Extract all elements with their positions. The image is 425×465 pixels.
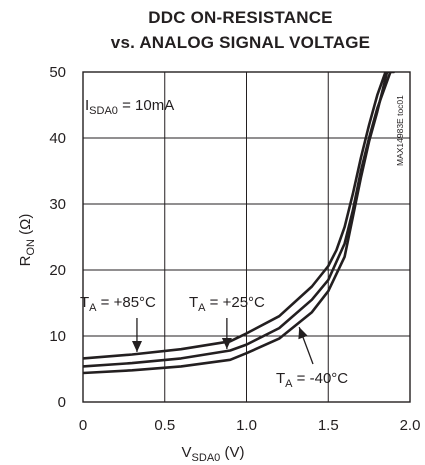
series-line-0 [83, 72, 395, 360]
annotation-label-neg40c: TA = -40°C [276, 370, 348, 390]
y-tick-label-5: 50 [49, 64, 66, 81]
series-line-2 [83, 72, 389, 375]
y-tick-label-1: 10 [49, 328, 66, 345]
arrow-neg40c-head [298, 327, 308, 340]
tick-labels: 0 0.5 1.0 1.5 2.0 0 10 20 30 40 50 [49, 64, 420, 434]
watermark-text: MAX14983E toc01 [395, 95, 405, 166]
x-tick-label-1: 0.5 [154, 417, 175, 434]
annotation-arrows [132, 318, 314, 365]
chart-title-line1: DDC ON-RESISTANCE [148, 8, 333, 27]
arrow-25c-head [221, 338, 232, 349]
x-tick-label-2: 1.0 [236, 417, 257, 434]
arrow-85c-head [132, 341, 142, 352]
y-tick-label-4: 40 [49, 130, 66, 147]
x-axis-label: VSDA0 (V) [182, 444, 245, 464]
y-axis-label: RON (Ω) [17, 214, 37, 267]
y-tick-label-2: 20 [49, 262, 66, 279]
grid-lines [82, 71, 411, 403]
condition-label: ISDA0 = 10mA [85, 97, 174, 117]
chart-title-line2: vs. ANALOG SIGNAL VOLTAGE [110, 33, 371, 52]
plot-frame [82, 71, 411, 403]
annotation-label-25c: TA = +25°C [189, 294, 265, 314]
x-tick-label-0: 0 [79, 417, 87, 434]
x-tick-label-3: 1.5 [318, 417, 339, 434]
annotation-label-85c: TA = +85°C [80, 294, 156, 314]
series-curves [83, 72, 395, 375]
series-line-1 [83, 72, 392, 368]
x-tick-label-4: 2.0 [400, 417, 421, 434]
y-tick-label-3: 30 [49, 196, 66, 213]
y-tick-label-0: 0 [58, 394, 66, 411]
